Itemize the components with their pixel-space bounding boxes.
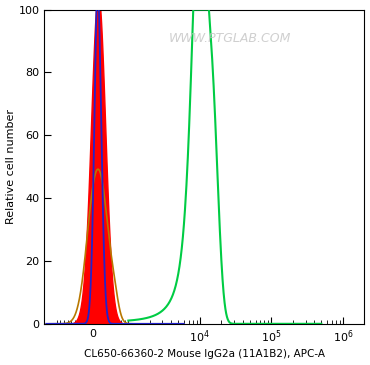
Y-axis label: Relative cell number: Relative cell number [6, 109, 16, 224]
X-axis label: CL650-66360-2 Mouse IgG2a (11A1B2), APC-A: CL650-66360-2 Mouse IgG2a (11A1B2), APC-… [84, 349, 325, 360]
Text: WWW.PTGLAB.COM: WWW.PTGLAB.COM [169, 31, 291, 45]
